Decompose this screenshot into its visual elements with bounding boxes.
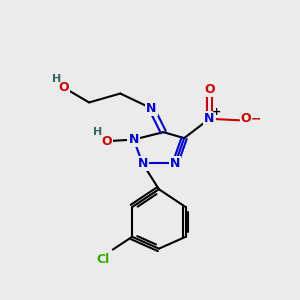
Text: N: N: [204, 112, 214, 125]
Text: N: N: [128, 133, 139, 146]
Text: O: O: [102, 135, 112, 148]
Text: O: O: [204, 82, 215, 96]
Text: N: N: [146, 102, 157, 115]
Text: N: N: [137, 157, 148, 170]
Text: Cl: Cl: [97, 253, 110, 266]
Text: −: −: [250, 112, 261, 125]
Text: +: +: [212, 107, 221, 117]
Text: H: H: [52, 74, 61, 84]
Text: O: O: [58, 81, 69, 94]
Text: N: N: [170, 157, 181, 170]
Text: H: H: [93, 127, 103, 137]
Text: O: O: [241, 112, 251, 125]
